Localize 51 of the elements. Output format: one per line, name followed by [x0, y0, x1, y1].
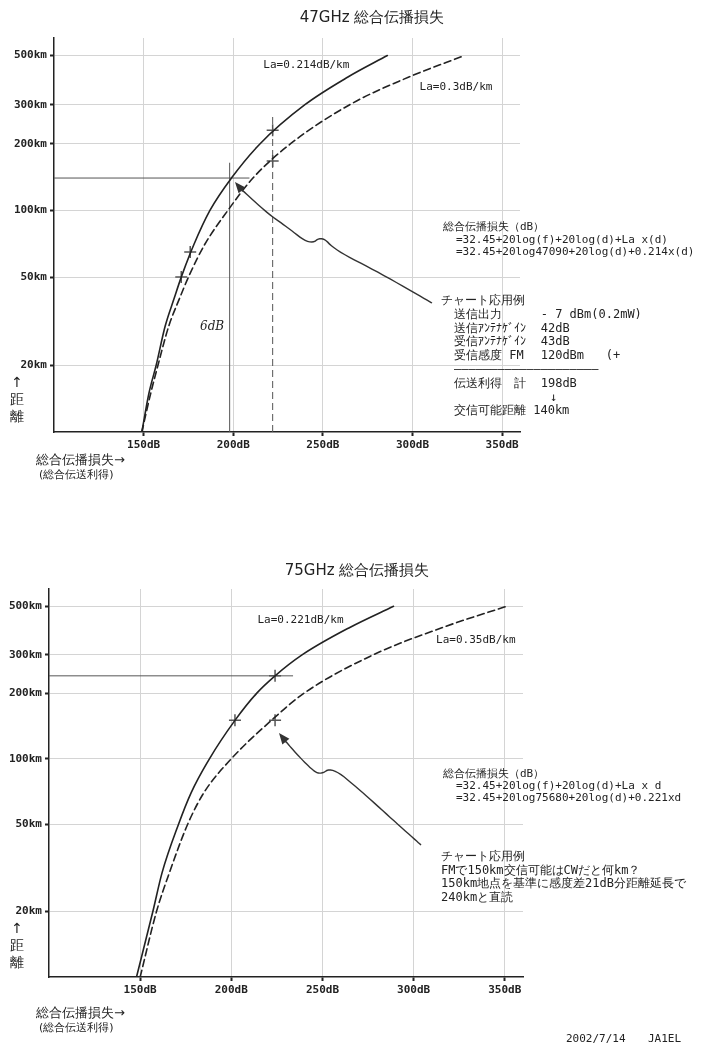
annotation: 受信ｱﾝﾃﾅｹﾞｲﾝ 43dB: [454, 334, 570, 349]
x-tick-label: 300dB: [397, 983, 431, 997]
y-tick-label: 20km: [15, 904, 43, 918]
y-tick-label: 100km: [13, 203, 48, 217]
point: [265, 154, 280, 168]
series-label: La=0.214dB/km: [263, 58, 350, 72]
annotation: 総合伝播損失（dB） =32.45+20log(f)+20log(d)+La x(d) =32.45+20log47090+20log(d)+0.214x(d): [443, 220, 695, 259]
y-tick-label: 100km: [8, 751, 43, 765]
annotation: チャート応用例 FMで150km交信可能はCWだと何km？ 150km地点を基準に感度差21dB分距離延長で 240kmと直読: [441, 849, 687, 904]
chart-title: 47GHz 総合伝播損失: [298, 8, 446, 26]
x-axis-title: 総合伝播損失→ (総合伝送利得): [36, 452, 125, 482]
x-tick-label: 200dB: [216, 438, 251, 452]
annotation: 送信ｱﾝﾃﾅｹﾞｲﾝ 42dB: [454, 320, 570, 335]
x-tick-label: 250dB: [305, 983, 340, 997]
x-tick-label: 350dB: [488, 983, 522, 997]
annotation: チャート応用例: [441, 293, 525, 308]
point: [174, 270, 188, 284]
y-axis-title: ↑距離: [9, 920, 25, 971]
annotation: 伝送利得 計 198dB: [454, 375, 577, 391]
y-tick-label: 50km: [20, 269, 48, 283]
x-tick-label: 150dB: [123, 983, 158, 997]
series-label: La=0.221dB/km: [257, 613, 344, 627]
series-label: La=0.3dB/km: [419, 80, 493, 94]
x-tick-label: 150dB: [127, 438, 161, 452]
point: [265, 123, 280, 138]
y-tick-label: 200km: [13, 136, 48, 150]
point: [183, 245, 197, 259]
x-tick-label: 200dB: [214, 983, 249, 997]
y-axis-title: ↑距離: [9, 374, 25, 425]
y-tick-label: 300km: [8, 647, 43, 661]
y-tick-label: 500km: [13, 48, 48, 62]
annotation: 交信可能距離 140km: [454, 403, 570, 419]
x-tick-label: 300dB: [395, 438, 430, 452]
chart-title: 75GHz 総合伝播損失: [283, 561, 431, 579]
x-axis-title: 総合伝播損失→ (総合伝送利得): [36, 1005, 125, 1035]
annotation: ――――――――――――――――――――: [454, 362, 599, 377]
y-tick-label: 50km: [15, 817, 43, 831]
annotation: 受信感度 FM 120dBm (+: [454, 348, 621, 363]
text: ↓: [550, 389, 558, 404]
annotation: 送信出力 - 7 dBm(0.2mW): [454, 306, 642, 322]
annotation: 総合伝播損失（dB） =32.45+20log(f)+20log(d)+La x d =32.45+20log75680+20log(d)+0.221xd: [443, 767, 682, 804]
text: JA1EL: [648, 1032, 682, 1045]
text: 2002/7/14: [566, 1032, 626, 1045]
x-tick-label: 350dB: [485, 438, 519, 452]
series-label: La=0.35dB/km: [436, 633, 516, 647]
y-tick-label: 200km: [8, 685, 43, 699]
y-tick-label: 20km: [20, 358, 48, 372]
annotation: 6dB: [200, 319, 225, 333]
y-tick-label: 300km: [13, 97, 48, 111]
y-tick-label: 500km: [8, 599, 43, 613]
x-tick-label: 250dB: [306, 438, 340, 452]
